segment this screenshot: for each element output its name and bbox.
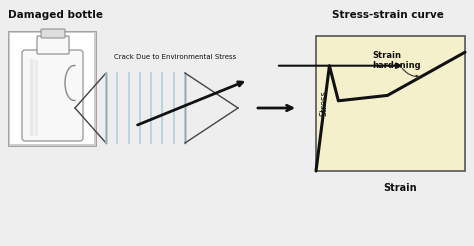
FancyBboxPatch shape xyxy=(37,36,69,54)
FancyBboxPatch shape xyxy=(10,33,94,144)
Text: Strain: Strain xyxy=(383,183,417,193)
Text: Stress-strain curve: Stress-strain curve xyxy=(332,10,444,20)
Bar xyxy=(316,36,465,171)
Text: Crack Due to Environmental Stress: Crack Due to Environmental Stress xyxy=(114,54,236,60)
Text: Stress: Stress xyxy=(319,91,328,116)
FancyBboxPatch shape xyxy=(41,29,65,38)
FancyBboxPatch shape xyxy=(8,31,96,146)
Text: Damaged bottle: Damaged bottle xyxy=(8,10,103,20)
Text: Strain
hardening: Strain hardening xyxy=(373,51,421,70)
FancyBboxPatch shape xyxy=(22,50,83,141)
